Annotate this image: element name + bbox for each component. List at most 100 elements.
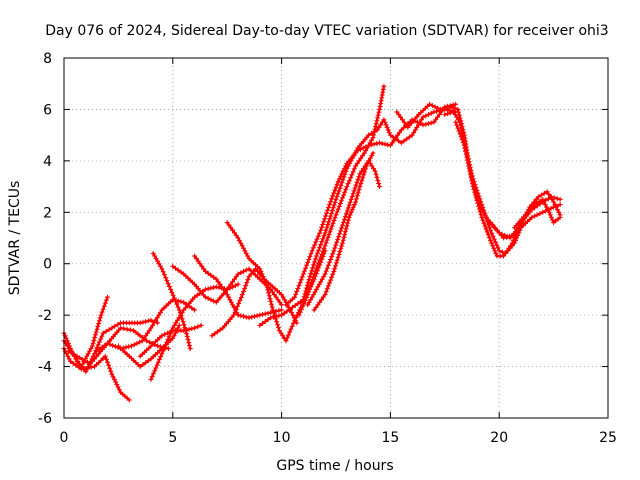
data-point-marker [339,171,345,177]
data-point-marker [211,285,217,290]
data-point-marker [324,224,330,230]
data-point-marker [537,198,543,204]
y-tick-label: -4 [38,360,52,376]
data-point-marker [412,127,418,133]
data-point-marker [324,210,330,216]
data-point-marker [389,140,395,146]
data-point-marker [274,319,280,325]
data-point-marker [302,291,308,297]
data-point-marker [347,199,353,205]
data-point-marker [350,204,356,210]
data-point-marker [426,121,431,127]
data-point-marker [101,303,107,309]
data-point-marker [545,207,551,213]
data-point-marker [490,243,496,249]
data-point-marker [269,304,275,310]
data-point-marker [511,237,516,243]
data-point-marker [327,259,332,265]
y-tick-label: -6 [38,411,52,427]
data-point-marker [329,196,335,202]
y-tick-label: -2 [38,308,52,324]
data-point-marker [226,222,232,228]
data-point-marker [212,331,218,337]
data-point-marker [279,312,285,318]
data-point-marker [281,310,287,316]
data-point-marker [489,240,495,246]
data-point-marker [173,298,179,304]
data-point-marker [175,304,181,310]
data-point-marker [461,142,467,148]
data-point-marker [473,192,478,198]
data-point-marker [228,281,234,287]
data-point-marker [109,325,115,331]
data-point-marker [323,227,329,233]
data-point-marker [359,178,365,184]
data-point-marker [457,119,463,125]
data-point-marker [504,248,510,254]
data-point-marker [484,229,490,235]
data-point-marker [96,318,102,324]
data-point-marker [309,280,315,286]
data-point-marker [350,169,356,175]
data-point-marker [265,317,271,323]
data-point-marker [423,113,429,119]
data-point-marker [238,270,244,276]
data-point-marker [94,353,100,359]
data-point-marker [335,206,341,212]
data-point-marker [493,239,498,245]
data-point-marker [333,212,339,218]
data-point-marker [306,289,312,295]
data-point-marker [342,232,348,238]
data-point-marker [477,196,483,202]
data-point-marker [268,298,274,304]
x-axis-label: GPS time / hours [276,458,393,474]
data-point-marker [375,115,381,121]
data-point-marker [238,313,244,319]
series-track-g [115,322,182,370]
data-point-marker [299,306,304,312]
data-point-marker [266,293,272,299]
data-point-marker [163,342,168,348]
data-point-marker [351,188,357,194]
data-point-marker [267,296,273,302]
data-point-marker [222,289,228,295]
data-point-marker [404,136,410,142]
data-point-marker [294,288,300,294]
data-point-marker [306,299,312,305]
data-point-marker [333,184,339,190]
data-point-marker [113,379,119,385]
data-point-marker [144,338,150,344]
data-point-marker [306,257,312,262]
data-point-marker [298,277,304,283]
data-point-marker [353,182,359,188]
data-point-marker [379,141,385,146]
data-point-marker [456,109,462,115]
data-point-marker [235,312,241,318]
data-point-marker [231,312,237,318]
data-point-marker [163,275,169,281]
data-point-marker [276,325,281,331]
data-point-marker [279,302,285,308]
data-point-marker [178,313,184,319]
data-point-marker [308,251,314,257]
data-point-marker [385,142,391,148]
data-point-marker [337,249,343,255]
data-point-marker [334,239,340,245]
data-point-marker [453,101,459,107]
series-track-n [257,106,459,328]
data-point-marker [89,358,95,364]
data-point-marker [384,124,390,130]
data-point-marker [280,333,286,339]
data-point-marker [382,141,388,147]
data-point-marker [181,322,187,328]
data-point-marker [358,146,363,152]
data-point-marker [469,178,475,184]
data-point-marker [290,304,295,310]
data-point-marker [99,333,105,339]
data-point-marker [332,199,338,205]
data-point-marker [239,243,245,249]
data-point-marker [342,214,348,220]
data-point-marker [209,333,215,339]
data-point-marker [304,282,310,288]
data-point-marker [95,323,101,329]
